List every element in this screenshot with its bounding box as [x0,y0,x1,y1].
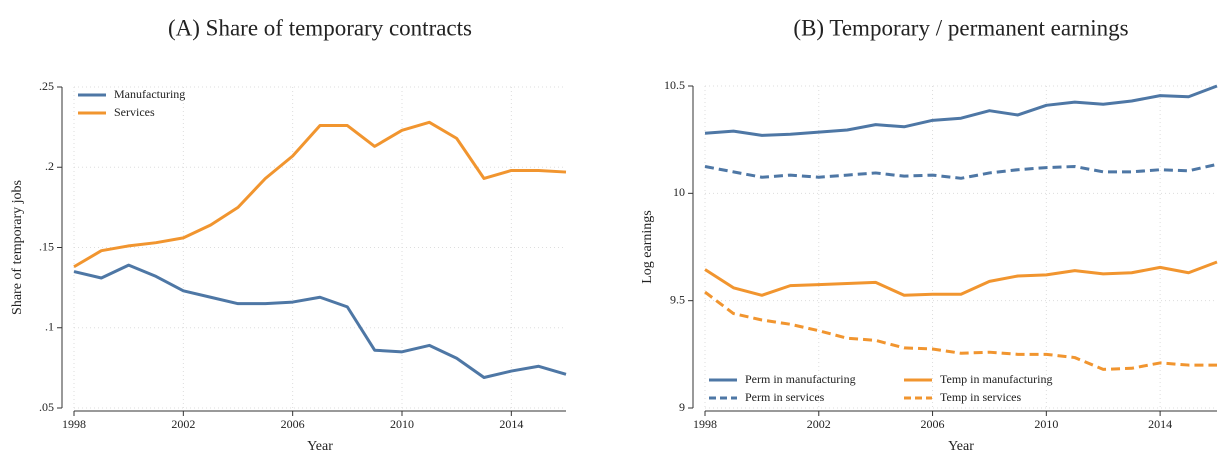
x-tick-label: 1998 [693,417,717,431]
y-tick-label: 10.5 [664,78,685,92]
chart-title: (A) Share of temporary contracts [168,15,472,40]
x-tick-label: 2014 [499,417,523,431]
x-tick-label: 2010 [1034,417,1058,431]
legend-label: Temp in manufacturing [940,372,1052,386]
x-axis-title: Year [307,439,333,454]
series-line [73,263,567,380]
x-tick-label: 2014 [1148,417,1172,431]
x-tick-label: 2002 [807,417,831,431]
series-line [73,120,567,269]
y-axis-title: Log earnings [640,210,655,283]
legend-label: Services [114,105,155,119]
x-axis-title: Year [948,439,974,454]
series-line [704,84,1218,137]
series-line [704,260,1218,297]
y-tick-label: 9 [679,400,685,414]
series-line [704,290,1217,371]
y-tick-label: 9.5 [670,292,685,306]
y-tick-label: .1 [45,320,54,334]
series-line [704,162,1218,180]
y-tick-label: .25 [39,79,54,93]
x-tick-label: 2002 [171,417,195,431]
legend-label: Perm in manufacturing [745,372,856,386]
y-tick-label: 10 [673,185,685,199]
legend-label: Perm in services [745,390,825,404]
x-tick-label: 1998 [62,417,86,431]
legend-label: Temp in services [940,390,1021,404]
y-axis-title: Share of temporary jobs [10,180,25,315]
y-tick-label: .15 [39,239,54,253]
y-tick-label: .05 [39,400,54,414]
x-tick-label: 2006 [921,417,945,431]
y-tick-label: .2 [45,159,54,173]
chart-title: (B) Temporary / permanent earnings [793,15,1128,40]
x-tick-label: 2006 [281,417,305,431]
x-tick-label: 2010 [390,417,414,431]
legend-label: Manufacturing [114,87,185,101]
